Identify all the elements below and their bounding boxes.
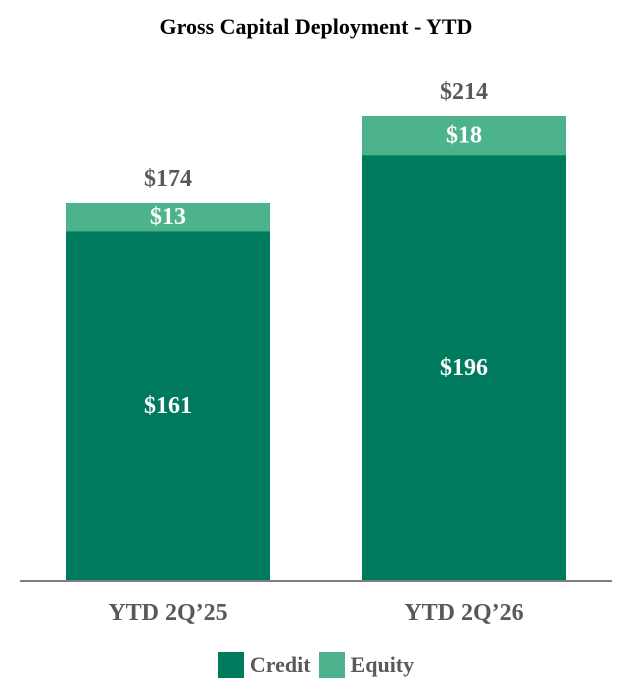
total-label-1: $174 xyxy=(144,166,192,192)
legend-label-credit: Credit xyxy=(249,652,311,677)
bar-equity-1 xyxy=(66,202,270,232)
legend-swatch-equity xyxy=(318,652,345,678)
legend-item-credit: Credit xyxy=(217,652,311,678)
bar-credit-2 xyxy=(362,155,566,581)
data-label-equity-1: $13 xyxy=(150,204,186,230)
data-label-equity-2: $18 xyxy=(446,123,482,149)
bar-equity-2 xyxy=(362,116,566,156)
bar-credit-1 xyxy=(66,231,270,581)
total-label-2: $214 xyxy=(440,79,488,105)
data-label-credit-2: $196 xyxy=(440,355,488,381)
legend-swatch-credit xyxy=(217,652,244,678)
legend-item-equity: Equity xyxy=(318,652,415,678)
category-label-2: YTD 2Q’26 xyxy=(404,600,523,626)
category-label-1: YTD 2Q’25 xyxy=(108,600,227,626)
data-label-credit-1: $161 xyxy=(144,393,192,419)
legend: Credit Equity xyxy=(0,652,632,678)
chart-title: Gross Capital Deployment - YTD xyxy=(159,14,473,39)
legend-label-equity: Equity xyxy=(350,652,415,677)
